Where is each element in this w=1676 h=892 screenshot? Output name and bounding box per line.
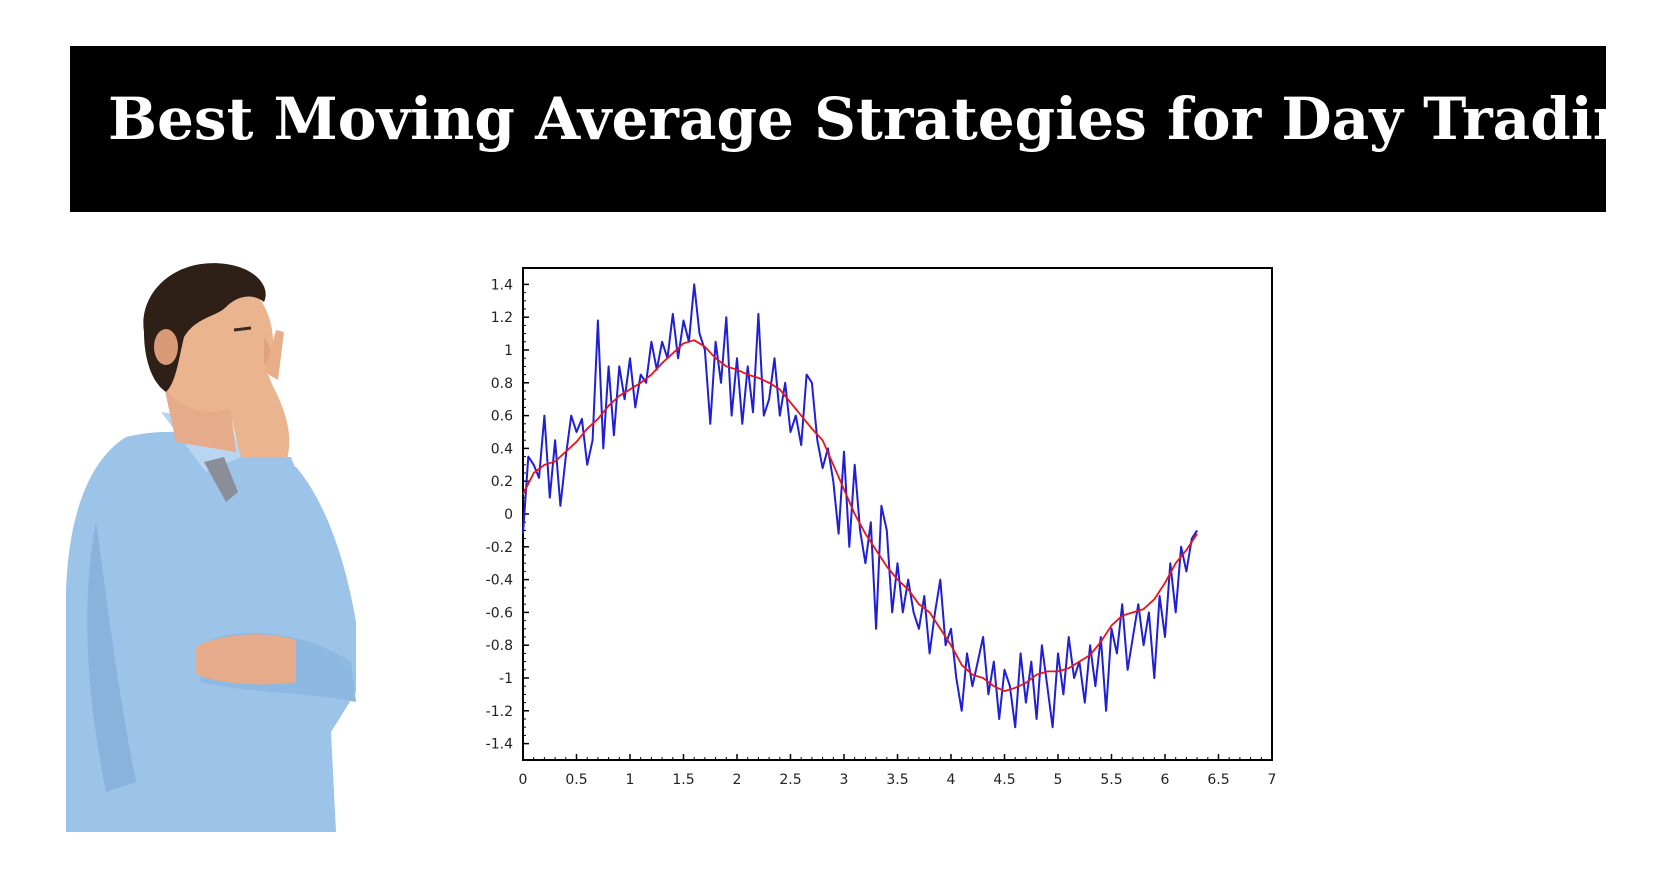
y-tick-label: 1.4 [491,277,513,293]
x-tick-label: 7 [1268,772,1277,788]
y-axis: 1.4 1.2 1 0.8 0.6 0.4 0.2 0 -0.2 -0.4 -0.6 -0.8 -1 -1… [486,277,529,753]
y-tick-label: -0.8 [486,638,513,654]
x-tick-label: 5.5 [1100,772,1122,788]
plot-frame [522,267,1273,761]
series-line-noisy [522,283,1198,729]
y-tick-label: 1 [504,343,513,359]
y-tick-label: 0 [504,507,513,523]
title-banner: Best Moving Average Strategies for Day T… [70,46,1676,212]
x-tick-label: 1.5 [672,772,694,788]
x-tick-label: 3 [840,772,849,788]
y-tick-label: 0.4 [491,441,513,457]
x-axis: 0 0.5 1 1.5 2 2.5 3 3.5 4 4.5 5 5.5 6 6.5 7 [519,754,1277,788]
shirt-shading [87,522,136,792]
raised-forearm [241,457,356,642]
y-tick-label: 1.2 [491,310,513,326]
y-tick-label: 0.6 [491,409,513,425]
series-layer [522,283,1198,729]
page-title: Best Moving Average Strategies for Day T… [108,85,1676,153]
y-tick-label: -0.4 [486,573,513,589]
x-tick-label: 5 [1054,772,1063,788]
x-tick-label: 4.5 [993,772,1015,788]
x-tick-label: 4 [947,772,956,788]
x-tick-label: 0 [519,772,528,788]
thinking-businessman-icon [66,262,406,832]
y-tick-label: -1.2 [486,704,513,720]
chart-canvas: 1.4 1.2 1 0.8 0.6 0.4 0.2 0 -0.2 -0.4 -0.6 -0.8 -1 -1… [486,267,1277,788]
x-tick-label: 6.5 [1207,772,1229,788]
x-tick-label: 2 [733,772,742,788]
index-finger [264,330,284,380]
x-tick-label: 2.5 [779,772,801,788]
crossed-hand [196,634,296,685]
y-tick-label: -1.4 [486,737,513,753]
y-tick-label: -0.6 [486,605,513,621]
x-tick-label: 1 [626,772,635,788]
x-tick-label: 6 [1161,772,1170,788]
ear [154,329,178,365]
thinking-hand [230,368,290,472]
necktie [204,457,238,502]
y-tick-label: 0.8 [491,376,513,392]
series-line-moving-average [522,339,1198,693]
x-tick-label: 0.5 [565,772,587,788]
line-chart: 1.4 1.2 1 0.8 0.6 0.4 0.2 0 -0.2 -0.4 -0.6 -0.8 -1 -1… [440,250,1400,850]
y-tick-label: -0.2 [486,540,513,556]
x-tick-label: 3.5 [886,772,908,788]
y-tick-label: 0.2 [491,474,513,490]
eye [233,326,252,332]
y-tick-label: -1 [499,671,513,687]
